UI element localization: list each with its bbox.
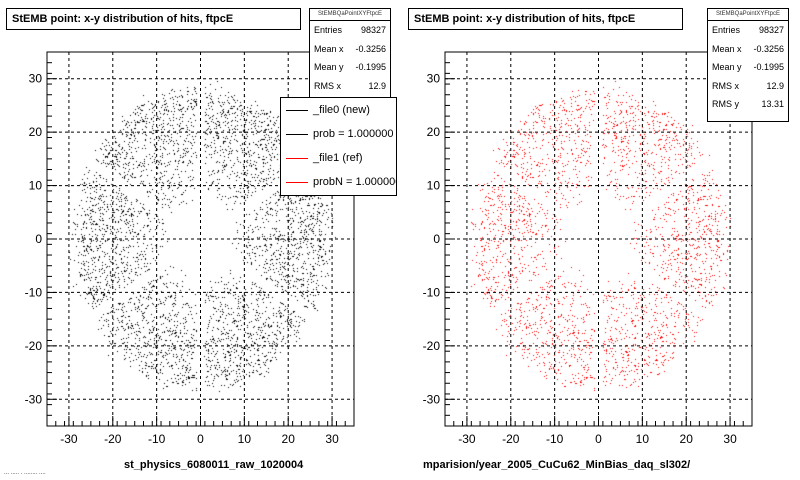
- y-tick-label: -20: [25, 339, 43, 353]
- y-tick-label: 0: [433, 232, 440, 246]
- legend-label: _file1 (ref): [313, 152, 363, 164]
- y-tick-label: 20: [29, 125, 43, 139]
- legend-line: [286, 182, 308, 183]
- legend-entry: _file1 (ref): [281, 146, 396, 170]
- right-footer-label: mparision/year_2005_CuCu62_MinBias_daq_s…: [423, 459, 691, 471]
- left-stats-row: RMS x 12.9: [310, 77, 390, 96]
- bottom-left-text: ... ..... . ........ ....: [4, 470, 46, 476]
- right-chart-title: StEMB point: x-y distribution of hits, f…: [408, 8, 683, 30]
- legend-line: [286, 158, 308, 159]
- legend-label: _file0 (new): [313, 104, 370, 116]
- right-stats-row: RMS x 12.9: [708, 77, 788, 96]
- left-stats-label: RMS x: [314, 80, 341, 91]
- x-tick-label: -30: [458, 432, 476, 446]
- right-stats-row: Entries 98327: [708, 21, 788, 40]
- left-legend: _file0 (new) prob = 1.000000 _file1 (ref) p…: [280, 97, 397, 196]
- x-tick-label: 30: [723, 432, 737, 446]
- y-tick-label: 10: [427, 179, 441, 193]
- left-stats-row: Mean y -0.1995: [310, 58, 390, 77]
- legend-line: [286, 134, 308, 135]
- y-tick-label: 30: [29, 72, 43, 86]
- left-stats-label: Mean x: [314, 43, 344, 54]
- x-tick-label: 0: [595, 432, 602, 446]
- x-tick-label: -10: [546, 432, 564, 446]
- right-stats-label: Entries: [712, 25, 741, 35]
- right-stats-label: Mean x: [712, 43, 742, 54]
- y-tick-label: 30: [427, 72, 441, 86]
- y-tick-label: -30: [423, 392, 441, 406]
- right-stats-row: Mean x -0.3256: [708, 40, 788, 59]
- right-stats-row: RMS y 13.31: [708, 95, 788, 114]
- x-tick-label: -10: [148, 432, 166, 446]
- y-tick-label: -10: [25, 285, 43, 299]
- right-stats-name: StEMBQaPointXYFtpcE: [708, 9, 788, 21]
- x-tick-label: 10: [238, 432, 252, 446]
- left-stats-value: -0.3256: [355, 43, 386, 54]
- y-tick-label: -20: [423, 339, 441, 353]
- legend-line: [286, 110, 308, 111]
- left-stats-row: Entries 98327: [310, 21, 390, 40]
- y-tick-label: -10: [423, 285, 441, 299]
- left-stats-value: 98327: [360, 25, 386, 35]
- x-tick-label: -20: [104, 432, 122, 446]
- legend-label: prob = 1.000000: [313, 128, 394, 140]
- y-tick-label: 10: [29, 179, 43, 193]
- x-tick-label: 20: [282, 432, 296, 446]
- y-tick-label: 0: [35, 232, 42, 246]
- right-stats-row: Mean y -0.1995: [708, 58, 788, 77]
- left-stats-value: -0.1995: [355, 62, 386, 72]
- right-stats-value: 13.31: [761, 99, 784, 109]
- x-tick-label: 0: [197, 432, 204, 446]
- left-stats-box: StEMBQaPointXYFtpcE Entries 98327 Mean x -0…: [309, 8, 391, 105]
- right-stats-label: RMS x: [712, 80, 739, 91]
- right-stats-value: 12.9: [766, 80, 784, 91]
- legend-label: probN = 1.000000: [313, 176, 397, 188]
- y-tick-label: -30: [25, 392, 43, 406]
- right-stats-box: StEMBQaPointXYFtpcE Entries 98327 Mean x -0…: [707, 8, 789, 122]
- left-stats-label: Entries: [314, 25, 343, 35]
- right-stats-label: Mean y: [712, 62, 742, 72]
- x-tick-label: -20: [502, 432, 520, 446]
- y-tick-label: 20: [427, 125, 441, 139]
- x-tick-label: 10: [636, 432, 650, 446]
- right-stats-value: -0.3256: [753, 43, 784, 54]
- legend-entry: probN = 1.000000: [281, 170, 396, 194]
- left-stats-value: 12.9: [368, 80, 386, 91]
- right-stats-value: -0.1995: [753, 62, 784, 72]
- left-stats-row: Mean x -0.3256: [310, 40, 390, 59]
- left-chart-title: StEMB point: x-y distribution of hits, f…: [6, 8, 301, 30]
- x-tick-label: -30: [60, 432, 78, 446]
- x-tick-label: 20: [680, 432, 694, 446]
- right-stats-label: RMS y: [712, 99, 739, 109]
- left-stats-name: StEMBQaPointXYFtpcE: [310, 9, 390, 21]
- left-footer-label: st_physics_6080011_raw_1020004: [124, 459, 304, 471]
- legend-entry: _file0 (new): [281, 98, 396, 122]
- legend-entry: prob = 1.000000: [281, 122, 396, 146]
- x-tick-label: 30: [325, 432, 339, 446]
- right-stats-value: 98327: [758, 25, 784, 35]
- left-stats-label: Mean y: [314, 62, 344, 72]
